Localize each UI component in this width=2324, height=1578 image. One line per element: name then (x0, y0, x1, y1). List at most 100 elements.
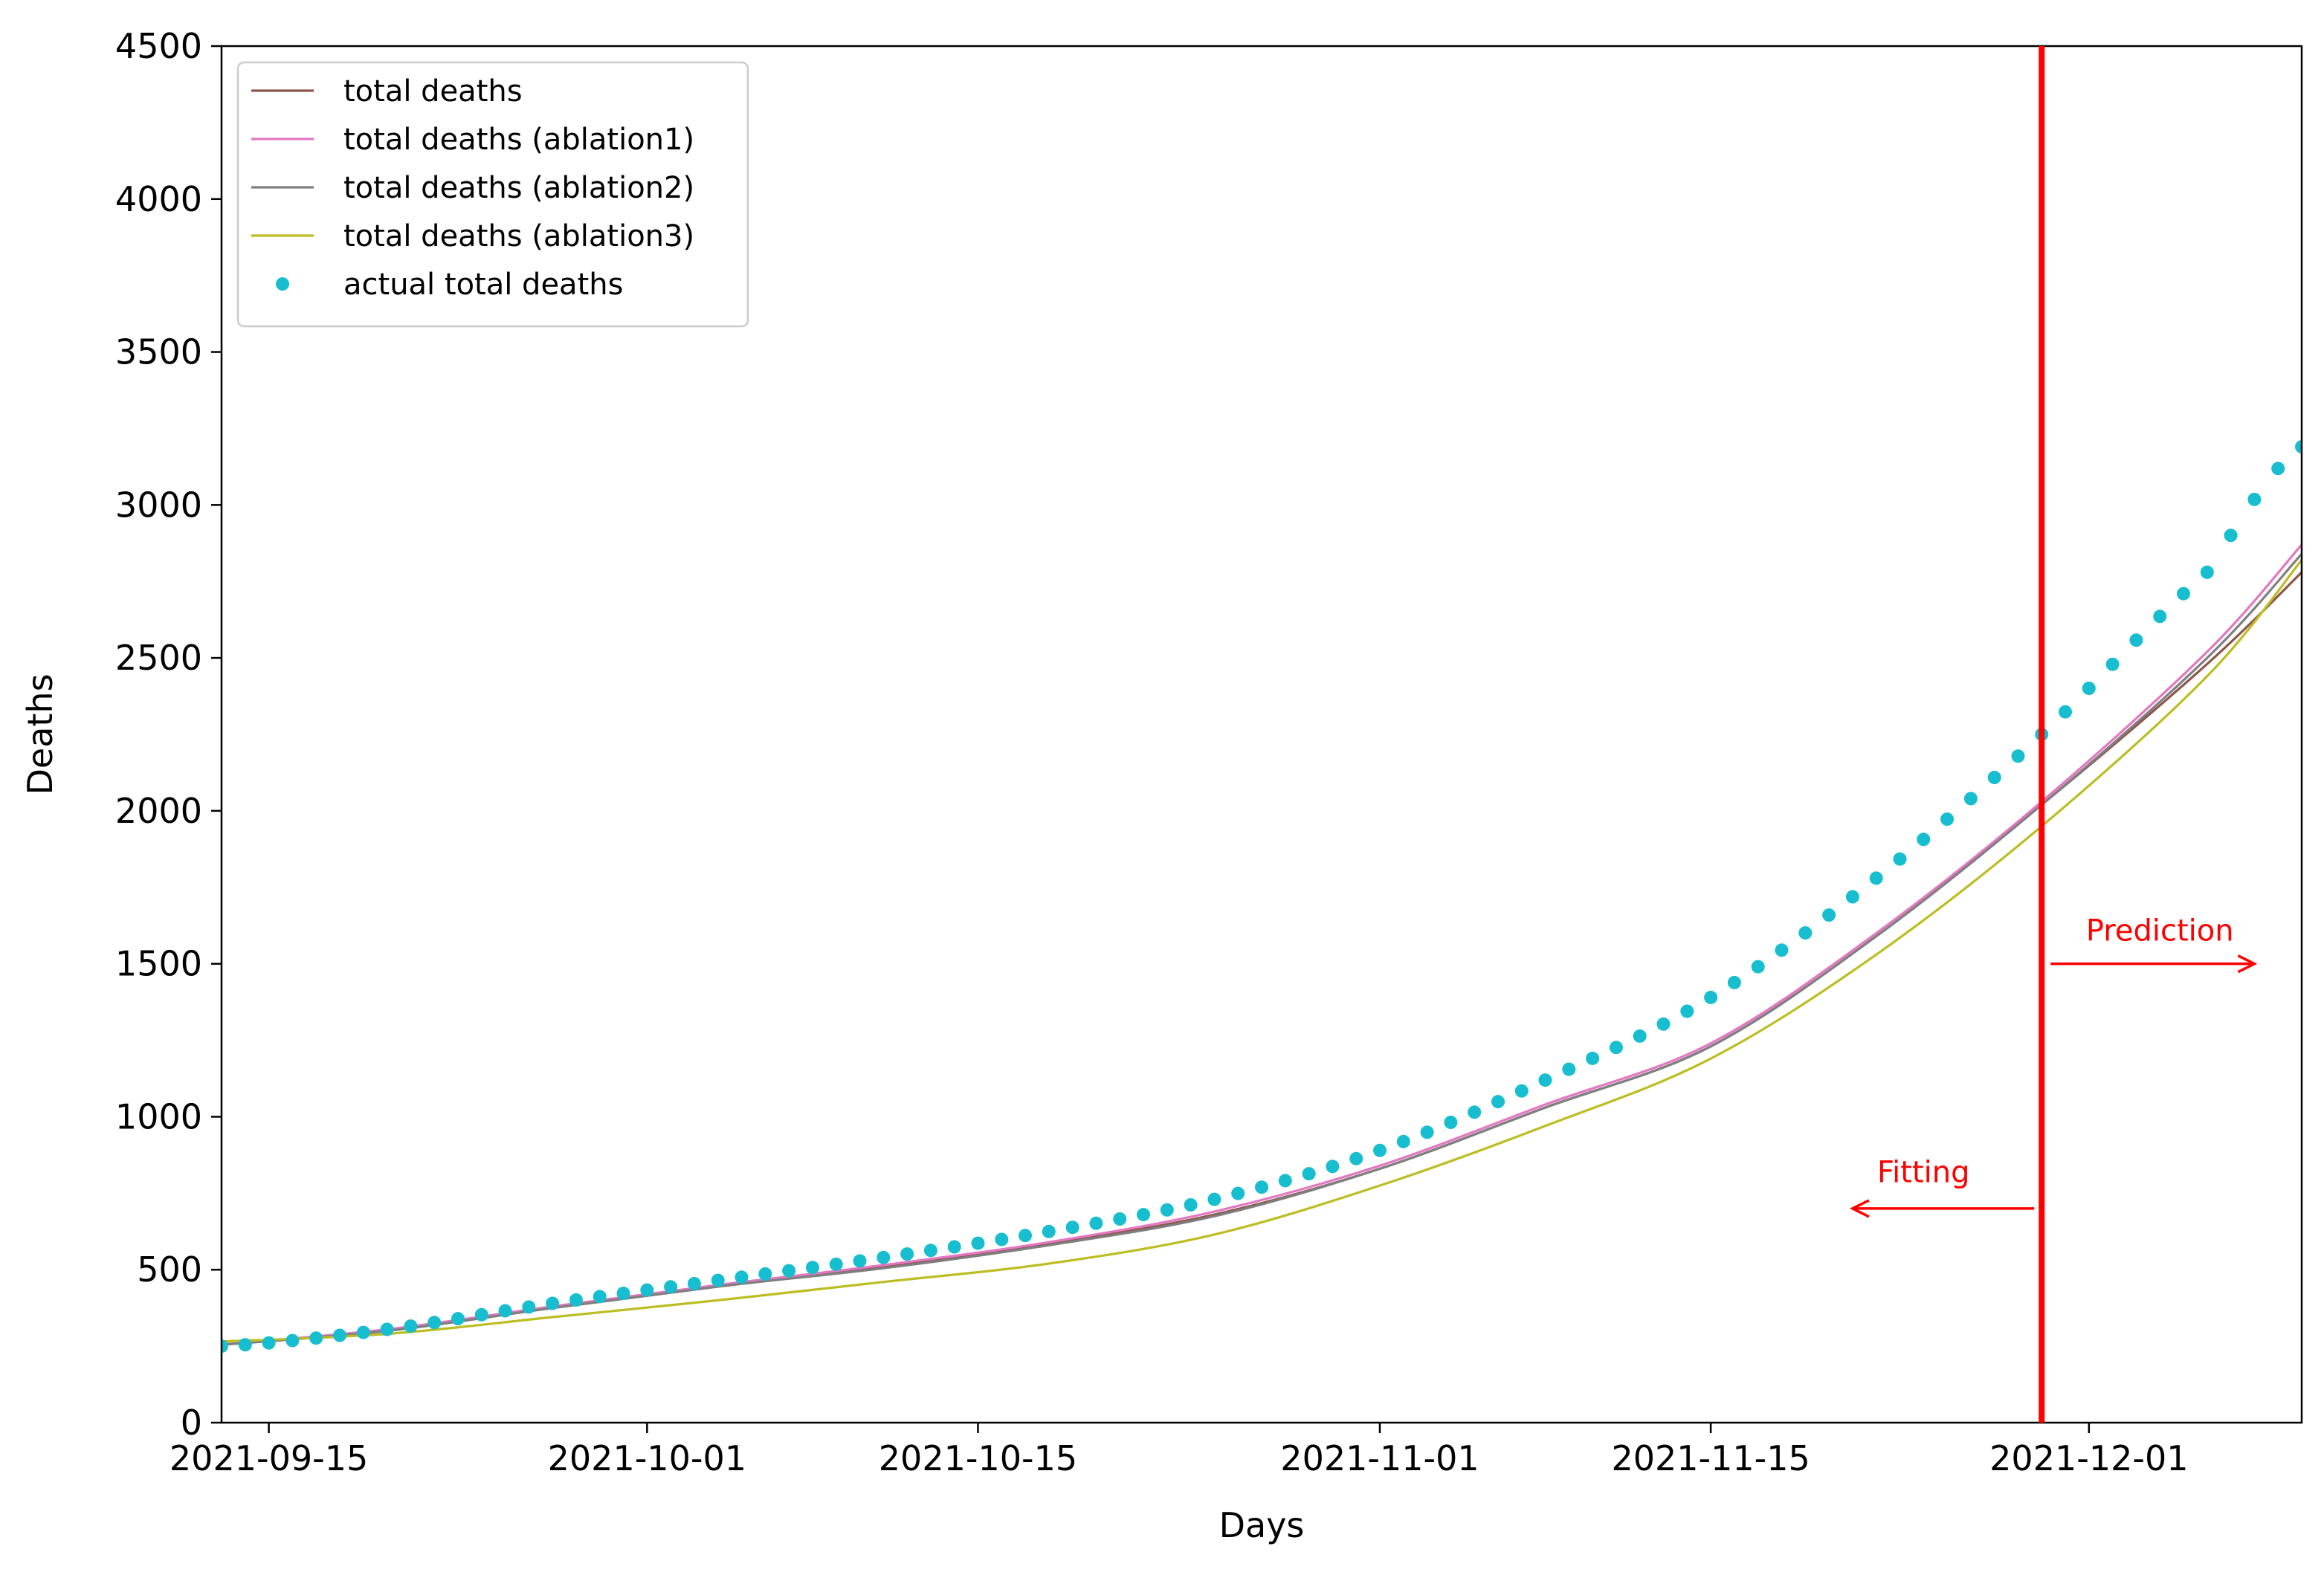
series-dots-actual-total-deaths (222, 440, 2302, 1354)
data-point (1562, 1062, 1576, 1076)
data-point (2295, 440, 2302, 454)
x-tick-label: 2021-11-01 (1280, 1438, 1479, 1478)
x-tick-label: 2021-09-15 (170, 1438, 368, 1478)
axes-layer: 0 500 1000 1500 2000 2500 3000 3500 4000 4500 2021… (115, 26, 2189, 1478)
data-point (1609, 1041, 1623, 1055)
data-point (2105, 657, 2120, 671)
data-point (1680, 1004, 1694, 1018)
data-point (1042, 1224, 1056, 1238)
data-point (1468, 1105, 1482, 1119)
data-point (1538, 1073, 1552, 1087)
fitting-arrow (1849, 1199, 2035, 1218)
data-point (1869, 871, 1883, 885)
data-point (1113, 1212, 1127, 1226)
y-tick-label: 3000 (115, 485, 202, 525)
data-point (1089, 1216, 1103, 1230)
legend-label: total deaths (ablation1) (343, 123, 694, 157)
data-point (380, 1322, 394, 1336)
data-point (1326, 1160, 1340, 1174)
series-line-total-deaths-ablation1 (222, 543, 2302, 1346)
legend-dot-swatch (276, 277, 289, 291)
data-point (1137, 1208, 1150, 1222)
data-point (309, 1331, 323, 1345)
data-point (1255, 1180, 1268, 1194)
data-point (404, 1319, 418, 1333)
prediction-label: Prediction (2086, 914, 2234, 948)
data-point (1775, 943, 1789, 957)
y-tick-label: 3500 (115, 332, 202, 372)
y-tick-label: 0 (181, 1403, 202, 1443)
data-point (947, 1240, 961, 1254)
data-point (877, 1250, 891, 1264)
data-point (498, 1304, 512, 1318)
data-point (829, 1257, 843, 1271)
data-point (1160, 1203, 1174, 1217)
data-point (1065, 1220, 1079, 1235)
data-point (1940, 812, 1955, 827)
data-point (569, 1293, 583, 1307)
legend-label: total deaths (ablation2) (343, 171, 694, 205)
data-point (2153, 609, 2167, 624)
data-point (687, 1277, 701, 1290)
data-point (1633, 1029, 1647, 1043)
data-point (262, 1336, 276, 1350)
data-point (356, 1325, 370, 1339)
data-point (1231, 1186, 1245, 1200)
legend-entry: total deaths (ablation2) (251, 171, 694, 205)
x-axis-title: Days (1219, 1505, 1305, 1545)
data-point (427, 1316, 442, 1330)
data-point (2082, 682, 2096, 695)
data-point (995, 1232, 1009, 1246)
legend-entry: total deaths (ablation3) (251, 219, 694, 253)
data-point (1302, 1167, 1316, 1181)
legend-label: total deaths (ablation3) (343, 219, 694, 253)
legend: total deaths total deaths (ablation1) tota… (236, 61, 749, 328)
data-point (1019, 1229, 1032, 1243)
data-point (593, 1290, 607, 1304)
data-point (333, 1328, 346, 1342)
data-point (758, 1267, 772, 1281)
legend-entry: total deaths (ablation1) (251, 123, 694, 157)
data-point (1987, 771, 2001, 784)
data-point (971, 1236, 985, 1250)
data-point (735, 1270, 749, 1284)
data-point (640, 1283, 654, 1297)
x-tick-label: 2021-12-01 (1989, 1438, 2188, 1478)
data-point (711, 1273, 725, 1287)
data-point (546, 1296, 560, 1310)
data-point (1278, 1174, 1292, 1188)
data-point (451, 1312, 465, 1326)
data-point (805, 1261, 819, 1275)
data-point (1444, 1116, 1458, 1129)
data-point (2129, 633, 2143, 647)
data-point (474, 1307, 488, 1322)
data-point (2271, 462, 2285, 476)
y-tick-label: 4500 (115, 26, 202, 66)
data-point (1798, 926, 1813, 940)
data-point (522, 1300, 536, 1314)
data-point (1514, 1084, 1529, 1098)
data-point (923, 1244, 937, 1258)
data-point (1704, 990, 1718, 1004)
data-point (664, 1280, 678, 1294)
y-tick-label: 1500 (115, 944, 202, 984)
annotations-layer: Fitting Prediction (1849, 46, 2258, 1423)
plot-marks-layer (222, 440, 2302, 1354)
legend-label: total deaths (343, 74, 523, 109)
data-point (2059, 705, 2072, 719)
data-point (2224, 528, 2238, 543)
data-point (222, 1339, 228, 1354)
data-point (616, 1287, 630, 1300)
legend-label: actual total deaths (343, 268, 623, 302)
data-point (238, 1338, 252, 1352)
data-point (1822, 908, 1836, 922)
data-point (2177, 586, 2190, 601)
data-point (1963, 792, 1978, 806)
data-point (1845, 890, 1859, 904)
data-point (1420, 1125, 1434, 1139)
legend-box (236, 61, 749, 328)
data-point (1373, 1143, 1387, 1157)
data-point (1656, 1017, 1671, 1031)
y-tick-label: 2000 (115, 791, 202, 831)
y-tick-label: 2500 (115, 638, 202, 678)
